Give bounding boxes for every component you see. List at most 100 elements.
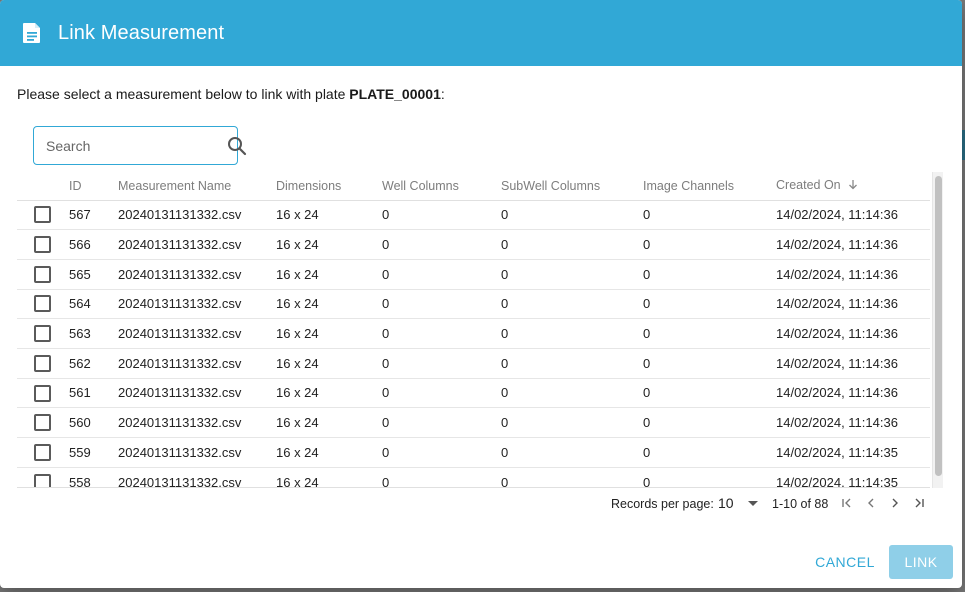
column-header-dimensions[interactable]: Dimensions: [276, 172, 382, 201]
cell-measurement-name: 20240131131332.csv: [118, 229, 276, 260]
column-header-created-on[interactable]: Created On: [776, 172, 930, 201]
table-row[interactable]: 566 20240131131332.csv 16 x 24 0 0 0 14/02/202…: [17, 229, 930, 260]
select-cell: [17, 200, 69, 231]
cell-id: 562: [69, 348, 118, 379]
cell-image-channels: 0: [643, 289, 776, 320]
cell-created-on: 14/02/2024, 11:14:35: [776, 437, 930, 468]
cell-image-channels: 0: [643, 318, 776, 349]
select-column-header: [17, 172, 69, 201]
cell-id: 565: [69, 259, 118, 290]
cell-subwell-columns: 0: [501, 467, 643, 487]
table-row[interactable]: 567 20240131131332.csv 16 x 24 0 0 0 14/02/202…: [17, 200, 930, 231]
column-header-subwell-columns[interactable]: SubWell Columns: [501, 172, 643, 201]
search-input[interactable]: [46, 137, 227, 154]
cell-dimensions: 16 x 24: [276, 348, 382, 379]
arrow-down-icon[interactable]: [848, 179, 858, 193]
cell-dimensions: 16 x 24: [276, 378, 382, 409]
cell-id: 566: [69, 229, 118, 260]
table-row[interactable]: 565 20240131131332.csv 16 x 24 0 0 0 14/02/202…: [17, 259, 930, 290]
cell-well-columns: 0: [382, 200, 501, 231]
cancel-button[interactable]: CANCEL: [806, 545, 884, 579]
cell-id: 564: [69, 289, 118, 320]
column-header-well-columns[interactable]: Well Columns: [382, 172, 501, 201]
cell-created-on: 14/02/2024, 11:14:36: [776, 229, 930, 260]
select-cell: [17, 318, 69, 349]
cell-image-channels: 0: [643, 467, 776, 487]
row-checkbox[interactable]: [34, 414, 51, 432]
cell-subwell-columns: 0: [501, 200, 643, 231]
cell-created-on: 14/02/2024, 11:14:36: [776, 407, 930, 438]
cell-image-channels: 0: [643, 437, 776, 468]
column-header-created-on-label: Created On: [776, 178, 841, 193]
document-icon: [22, 22, 42, 44]
row-checkbox[interactable]: [34, 295, 51, 313]
row-checkbox[interactable]: [34, 206, 51, 224]
cell-id: 558: [69, 467, 118, 487]
cell-subwell-columns: 0: [501, 229, 643, 260]
records-per-page-label: Records per page:: [611, 497, 714, 511]
select-cell: [17, 289, 69, 320]
cell-created-on: 14/02/2024, 11:14:36: [776, 378, 930, 409]
cell-well-columns: 0: [382, 348, 501, 379]
table-row[interactable]: 563 20240131131332.csv 16 x 24 0 0 0 14/02/202…: [17, 318, 930, 349]
select-cell: [17, 437, 69, 468]
table-row[interactable]: 559 20240131131332.csv 16 x 24 0 0 0 14/02/202…: [17, 437, 930, 468]
row-checkbox[interactable]: [34, 473, 51, 487]
link-button[interactable]: LINK: [889, 545, 953, 579]
row-checkbox[interactable]: [34, 325, 51, 343]
cell-dimensions: 16 x 24: [276, 289, 382, 320]
select-cell: [17, 348, 69, 379]
cell-id: 561: [69, 378, 118, 409]
last-page-icon[interactable]: [912, 496, 926, 510]
cell-created-on: 14/02/2024, 11:14:36: [776, 200, 930, 231]
cell-image-channels: 0: [643, 229, 776, 260]
cell-measurement-name: 20240131131332.csv: [118, 378, 276, 409]
cell-dimensions: 16 x 24: [276, 229, 382, 260]
records-per-page-select[interactable]: 10: [718, 495, 758, 511]
column-header-id[interactable]: ID: [69, 172, 118, 201]
first-page-icon[interactable]: [840, 496, 854, 510]
cell-measurement-name: 20240131131332.csv: [118, 289, 276, 320]
row-checkbox[interactable]: [34, 443, 51, 461]
search-field[interactable]: [33, 126, 247, 165]
table-scrollbar[interactable]: [932, 172, 943, 488]
cell-measurement-name: 20240131131332.csv: [118, 200, 276, 231]
cell-well-columns: 0: [382, 378, 501, 409]
cell-image-channels: 0: [643, 259, 776, 290]
column-header-image-channels[interactable]: Image Channels: [643, 172, 776, 201]
cell-subwell-columns: 0: [501, 348, 643, 379]
cell-well-columns: 0: [382, 467, 501, 487]
cell-id: 563: [69, 318, 118, 349]
table-row[interactable]: 558 20240131131332.csv 16 x 24 0 0 0 14/02/202…: [17, 467, 930, 487]
row-checkbox[interactable]: [34, 265, 51, 283]
table-header-row: ID Measurement Name Dimensions Well Colu…: [17, 172, 930, 201]
cell-created-on: 14/02/2024, 11:14:36: [776, 318, 930, 349]
table-row[interactable]: 561 20240131131332.csv 16 x 24 0 0 0 14/02/202…: [17, 378, 930, 409]
cell-image-channels: 0: [643, 378, 776, 409]
select-cell: [17, 378, 69, 409]
cell-id: 560: [69, 407, 118, 438]
select-cell: [17, 467, 69, 487]
cell-created-on: 14/02/2024, 11:14:36: [776, 289, 930, 320]
dialog-prompt: Please select a measurement below to lin…: [17, 86, 445, 102]
search-icon[interactable]: [227, 136, 247, 156]
table-row[interactable]: 564 20240131131332.csv 16 x 24 0 0 0 14/02/202…: [17, 289, 930, 320]
cell-image-channels: 0: [643, 407, 776, 438]
cell-dimensions: 16 x 24: [276, 318, 382, 349]
measurement-table: ID Measurement Name Dimensions Well Colu…: [17, 172, 930, 487]
table-row[interactable]: 560 20240131131332.csv 16 x 24 0 0 0 14/02/202…: [17, 407, 930, 438]
cell-subwell-columns: 0: [501, 407, 643, 438]
cell-subwell-columns: 0: [501, 437, 643, 468]
chevron-right-icon[interactable]: [888, 496, 902, 510]
row-checkbox[interactable]: [34, 354, 51, 372]
cell-measurement-name: 20240131131332.csv: [118, 318, 276, 349]
column-header-measurement-name[interactable]: Measurement Name: [118, 172, 276, 201]
scrollbar-thumb[interactable]: [935, 176, 942, 476]
cell-well-columns: 0: [382, 407, 501, 438]
row-checkbox[interactable]: [34, 384, 51, 402]
row-checkbox[interactable]: [34, 236, 51, 254]
cell-created-on: 14/02/2024, 11:14:36: [776, 259, 930, 290]
cell-dimensions: 16 x 24: [276, 437, 382, 468]
chevron-left-icon[interactable]: [864, 496, 878, 510]
table-row[interactable]: 562 20240131131332.csv 16 x 24 0 0 0 14/02/202…: [17, 348, 930, 379]
